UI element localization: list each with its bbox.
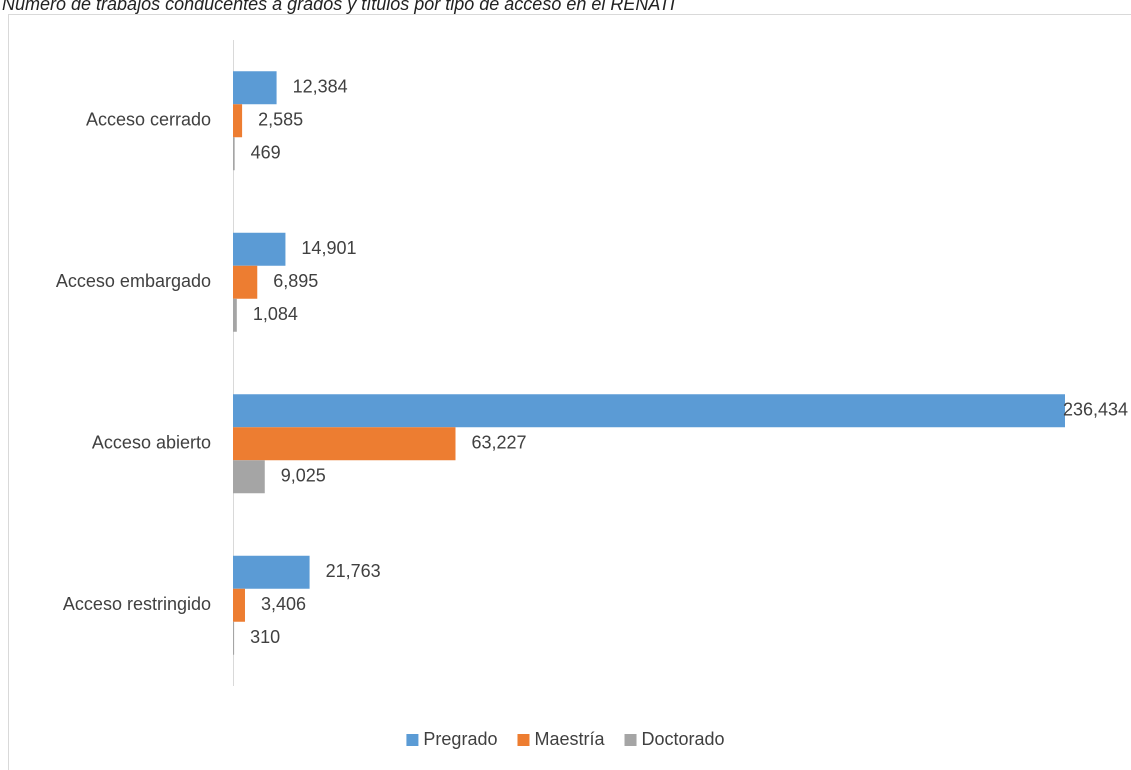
bar <box>233 265 258 299</box>
bar <box>233 588 245 622</box>
legend-swatch <box>517 734 530 746</box>
data-label: 9,025 <box>281 466 326 486</box>
bar <box>233 137 235 171</box>
data-label: 2,585 <box>258 110 303 130</box>
y-tick-label: Acceso restringido <box>63 594 211 614</box>
data-label: 63,227 <box>471 433 526 453</box>
bar <box>233 555 310 589</box>
y-tick-label: Acceso cerrado <box>86 110 211 130</box>
data-label: 469 <box>251 143 281 163</box>
legend-swatch <box>406 734 419 746</box>
data-label: 310 <box>250 627 280 647</box>
data-label: 6,895 <box>273 271 318 291</box>
y-tick-label: Acceso embargado <box>56 271 211 291</box>
legend-label: Maestría <box>534 729 605 749</box>
bar <box>233 460 265 494</box>
legend-label: Doctorado <box>642 729 725 749</box>
bar <box>233 427 456 461</box>
bar <box>233 621 235 655</box>
bar <box>233 71 277 105</box>
legend-swatch <box>624 734 637 746</box>
data-label: 21,763 <box>326 561 381 581</box>
data-label: 1,084 <box>253 304 298 324</box>
chart-title: Número de trabajos conducentes a grados … <box>2 0 675 14</box>
data-label: 12,384 <box>293 77 348 97</box>
y-tick-label: Acceso abierto <box>92 433 211 453</box>
bar <box>233 232 286 266</box>
bar <box>233 394 1065 428</box>
data-label: 3,406 <box>261 594 306 614</box>
legend-label: Pregrado <box>423 729 497 749</box>
bar <box>233 298 237 332</box>
data-label: 236,434 <box>1063 400 1128 420</box>
bar <box>233 104 243 138</box>
data-label: 14,901 <box>301 238 356 258</box>
